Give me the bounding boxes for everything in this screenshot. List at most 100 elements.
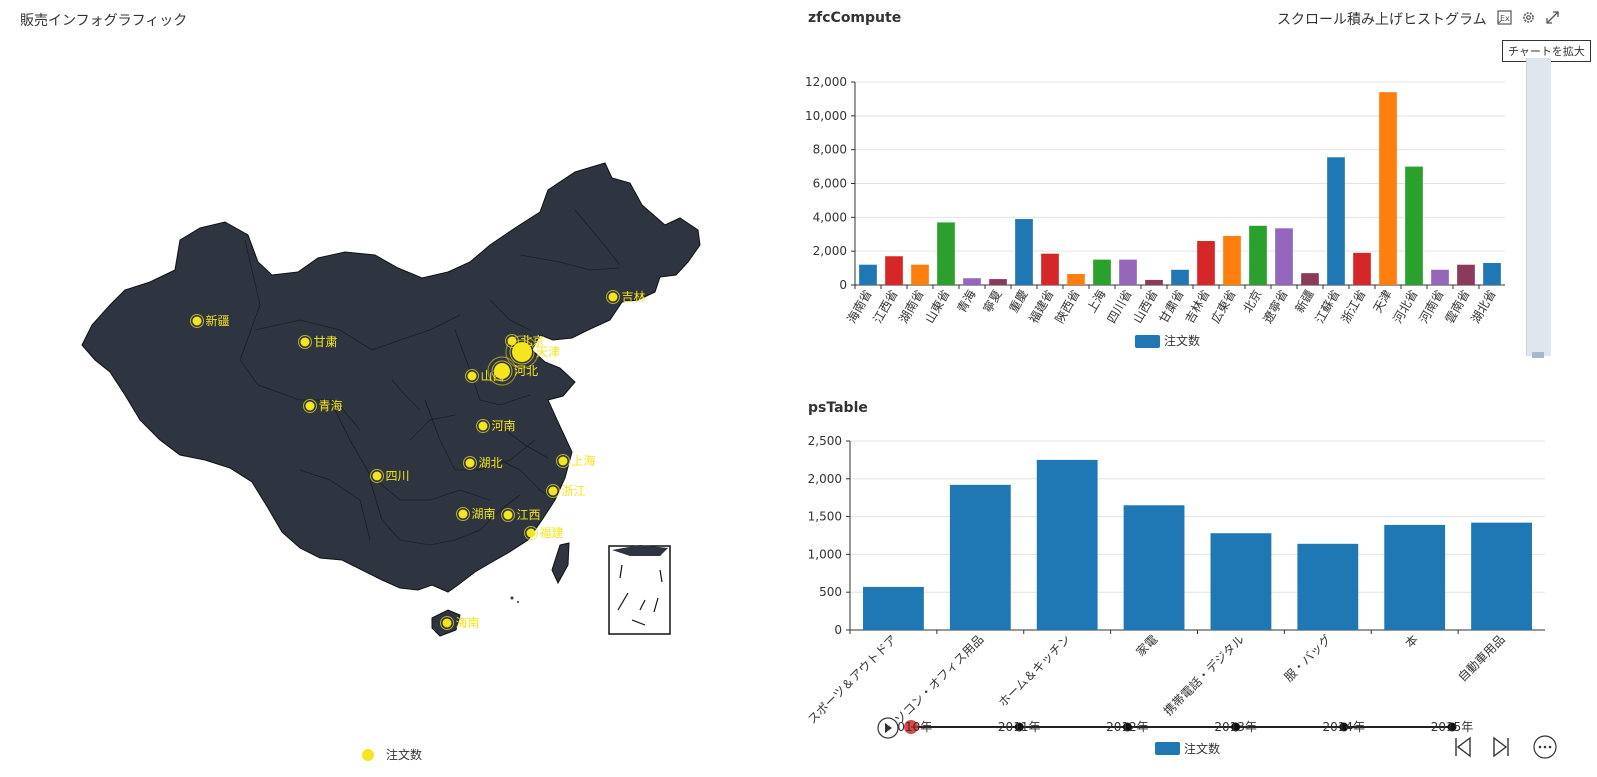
city-marker[interactable] xyxy=(458,509,468,519)
timeline-point[interactable] xyxy=(1014,722,1024,732)
bar[interactable] xyxy=(863,586,924,630)
more-icon[interactable] xyxy=(1532,734,1558,760)
city-marker[interactable] xyxy=(503,510,513,520)
bar[interactable] xyxy=(1301,273,1319,285)
city-marker[interactable] xyxy=(192,316,202,326)
timeline-label: 2010年 xyxy=(890,720,933,734)
x-tick-label: 重慶 xyxy=(1006,288,1030,316)
timeline-point[interactable] xyxy=(1231,722,1241,732)
x-tick-label: 遼寧省 xyxy=(1260,287,1291,326)
bar[interactable] xyxy=(1297,543,1359,630)
expand-tooltip: チャートを拡大 xyxy=(1502,40,1591,62)
city-marker[interactable] xyxy=(478,421,488,431)
y-tick-label: 1,500 xyxy=(808,510,842,524)
bar[interactable] xyxy=(1457,264,1475,285)
x-tick-label: 浙江省 xyxy=(1338,288,1368,326)
bar[interactable] xyxy=(1431,269,1449,285)
bar[interactable] xyxy=(949,484,1011,630)
bar[interactable] xyxy=(1384,524,1446,630)
city-marker[interactable] xyxy=(372,471,382,481)
city-label: 青海 xyxy=(319,398,343,413)
taiwan-shape[interactable] xyxy=(551,542,570,585)
city-marker[interactable] xyxy=(300,337,310,347)
ps-chart-title: psTable xyxy=(808,400,868,416)
x-tick-label: 本 xyxy=(1402,632,1420,650)
x-tick-label: 青海 xyxy=(954,287,979,315)
previous-icon[interactable] xyxy=(1453,736,1473,758)
y-tick-label: 500 xyxy=(819,585,842,599)
city-marker[interactable] xyxy=(526,528,536,538)
bar[interactable] xyxy=(1123,505,1185,630)
bar[interactable] xyxy=(1015,219,1033,285)
x-tick-label: 福建省 xyxy=(1026,287,1057,326)
bar[interactable] xyxy=(989,279,1007,285)
x-tick-label: 広東省 xyxy=(1208,288,1238,326)
timeline-current-point[interactable] xyxy=(904,720,918,734)
x-tick-label: 服・バッグ xyxy=(1282,632,1334,684)
city-marker[interactable] xyxy=(512,342,532,362)
timeline-point[interactable] xyxy=(1122,722,1132,732)
city-marker[interactable] xyxy=(608,292,618,302)
timeline-label: 2015年 xyxy=(1431,720,1474,734)
bar[interactable] xyxy=(1145,279,1163,285)
city-label: 河南 xyxy=(492,418,516,433)
bar[interactable] xyxy=(1249,225,1267,285)
city-marker[interactable] xyxy=(548,486,558,496)
city-label: 福建 xyxy=(540,525,564,540)
bar[interactable] xyxy=(1483,263,1501,285)
datazoom-scrollbar[interactable] xyxy=(1526,58,1551,356)
bar[interactable] xyxy=(1223,235,1241,285)
city-marker[interactable] xyxy=(465,458,475,468)
x-tick-label: 山東省 xyxy=(922,288,952,326)
y-tick-label: 4,000 xyxy=(813,210,847,224)
city-marker[interactable] xyxy=(467,371,477,381)
bar[interactable] xyxy=(1327,157,1345,285)
play-button[interactable] xyxy=(876,716,900,740)
china-mainland-shape[interactable] xyxy=(81,162,701,593)
bar[interactable] xyxy=(1119,259,1137,285)
south-sea-inset xyxy=(608,545,671,635)
bar[interactable] xyxy=(1067,274,1085,285)
bar[interactable] xyxy=(1197,241,1215,285)
bar[interactable] xyxy=(1210,533,1272,630)
bar[interactable] xyxy=(1093,259,1111,285)
bar[interactable] xyxy=(1353,252,1371,285)
island-dot xyxy=(510,596,514,600)
timeline-point[interactable] xyxy=(1447,722,1457,732)
bar[interactable] xyxy=(1379,92,1397,286)
bar-chart-legend[interactable]: 注文数 xyxy=(1135,333,1200,348)
bar[interactable] xyxy=(1471,522,1532,630)
x-tick-label: ホーム＆キッチン xyxy=(996,632,1074,710)
x-tick-label: 自動車用品 xyxy=(1455,632,1507,684)
ps-chart-legend[interactable]: 注文数 xyxy=(1155,741,1220,756)
bar[interactable] xyxy=(859,264,877,285)
city-marker[interactable] xyxy=(558,456,568,466)
bar[interactable] xyxy=(937,222,955,285)
bar[interactable] xyxy=(1171,269,1189,285)
x-tick-label: 携帯電話・デジタル xyxy=(1160,632,1247,719)
city-label: 天津 xyxy=(536,345,560,359)
bar[interactable] xyxy=(963,278,981,285)
map-legend[interactable]: 注文数 xyxy=(362,747,422,762)
city-label: 浙江 xyxy=(562,484,586,498)
expand-icon[interactable] xyxy=(1545,10,1560,25)
chart-type-select[interactable]: スクロール積み上げヒストグラム ⌄ xyxy=(1277,9,1504,29)
bar[interactable] xyxy=(1036,459,1098,630)
x-tick-label: 寧夏 xyxy=(980,287,1005,315)
city-marker[interactable] xyxy=(442,618,452,628)
map-legend-label: 注文数 xyxy=(386,747,422,762)
datazoom-handle[interactable] xyxy=(1532,352,1544,358)
timeline-point[interactable] xyxy=(1339,722,1349,732)
bar[interactable] xyxy=(911,264,929,285)
city-marker[interactable] xyxy=(494,363,510,379)
bar[interactable] xyxy=(885,256,903,285)
bar[interactable] xyxy=(1041,253,1059,285)
excel-icon[interactable]: Ex xyxy=(1497,10,1512,25)
bar[interactable] xyxy=(1405,166,1423,285)
bar[interactable] xyxy=(1275,228,1293,285)
city-marker[interactable] xyxy=(305,401,315,411)
gear-icon[interactable] xyxy=(1521,10,1536,25)
ps-legend-label: 注文数 xyxy=(1184,741,1220,756)
next-icon[interactable] xyxy=(1491,736,1511,758)
